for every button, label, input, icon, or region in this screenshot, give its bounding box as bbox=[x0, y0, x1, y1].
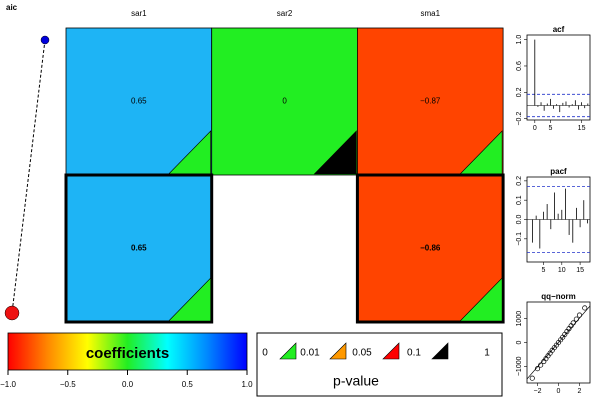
pvalue-swatch bbox=[279, 342, 297, 360]
y-tick-label: −0.1 bbox=[516, 232, 523, 246]
qq-point bbox=[570, 320, 576, 326]
colorbar-title: coefficients bbox=[86, 345, 169, 362]
pvalue-label: 0.05 bbox=[352, 348, 372, 359]
cell bbox=[64, 173, 214, 324]
pvalue-legend-title: p-value bbox=[333, 373, 379, 389]
x-tick-label: 5 bbox=[542, 267, 546, 274]
cell bbox=[65, 27, 213, 176]
y-tick-label: −0.2 bbox=[516, 112, 523, 126]
pvalue-triangle bbox=[313, 130, 357, 175]
panel-title: acf bbox=[553, 25, 565, 34]
cell-label: −0.87 bbox=[420, 97, 441, 106]
y-tick-label: 0.6 bbox=[516, 61, 523, 71]
pvalue-label: 0.1 bbox=[407, 348, 421, 359]
y-tick-label: 0.1 bbox=[516, 195, 523, 205]
qq-point bbox=[529, 375, 535, 381]
x-tick-label: 0 bbox=[533, 125, 537, 132]
pvalue-swatch bbox=[382, 342, 400, 360]
pvalue-legend-box bbox=[256, 332, 503, 397]
y-tick-label: 0.2 bbox=[516, 87, 523, 97]
x-tick-label: −2 bbox=[534, 388, 542, 395]
cell bbox=[356, 27, 504, 176]
pvalue-swatch bbox=[431, 342, 449, 360]
x-tick-label: 5 bbox=[548, 125, 552, 132]
colorbar-tick-label: 0.0 bbox=[122, 380, 134, 389]
aic-title: aic bbox=[6, 3, 18, 12]
panel-title: qq−norm bbox=[541, 292, 575, 301]
qq-point bbox=[576, 312, 583, 318]
x-tick-label: 15 bbox=[578, 125, 586, 132]
pvalue-label: 0.01 bbox=[300, 348, 320, 359]
pvalue-label: 1 bbox=[484, 348, 490, 359]
y-tick-label: 1000 bbox=[516, 311, 523, 327]
y-tick-label: 0.2 bbox=[516, 176, 523, 186]
qq-point bbox=[582, 305, 588, 311]
aic-point bbox=[4, 305, 20, 321]
cell bbox=[355, 173, 505, 324]
y-tick-label: 1.0 bbox=[516, 35, 523, 45]
x-tick-label: 10 bbox=[558, 267, 566, 274]
colorbar-tick-label: −0.5 bbox=[60, 380, 76, 389]
colorbar-tick-label: −1.0 bbox=[0, 380, 16, 389]
aic-line bbox=[11, 39, 46, 314]
qq-point bbox=[573, 316, 579, 322]
x-tick-label: 2 bbox=[578, 388, 582, 395]
colorbar bbox=[7, 332, 248, 371]
column-label: sar2 bbox=[277, 9, 293, 18]
pvalue-triangle bbox=[167, 277, 211, 322]
cell bbox=[211, 27, 358, 176]
colorbar-tick-label: 1.0 bbox=[241, 380, 253, 389]
qq-point bbox=[534, 366, 541, 372]
cell-label: 0.65 bbox=[131, 244, 147, 253]
pvalue-triangle bbox=[459, 277, 503, 322]
y-tick-label: 0.0 bbox=[516, 215, 523, 225]
x-tick-label: 0 bbox=[557, 388, 561, 395]
aic-point bbox=[40, 35, 50, 45]
panel-frame bbox=[526, 34, 591, 121]
panel-title: pacf bbox=[550, 167, 567, 176]
x-tick-label: 15 bbox=[576, 267, 584, 274]
cell-label: 0.65 bbox=[131, 97, 147, 106]
column-label: sma1 bbox=[420, 9, 440, 18]
cell-label: 0 bbox=[282, 97, 287, 106]
qq-point bbox=[538, 362, 544, 368]
colorbar-tick-label: 0.5 bbox=[182, 380, 194, 389]
y-tick-label: −1000 bbox=[516, 356, 523, 376]
cell-label: −0.86 bbox=[420, 244, 441, 253]
pvalue-label: 0 bbox=[262, 348, 268, 359]
column-label: sar1 bbox=[131, 9, 147, 18]
y-tick-label: 0 bbox=[516, 340, 523, 344]
pvalue-swatch bbox=[329, 342, 347, 360]
